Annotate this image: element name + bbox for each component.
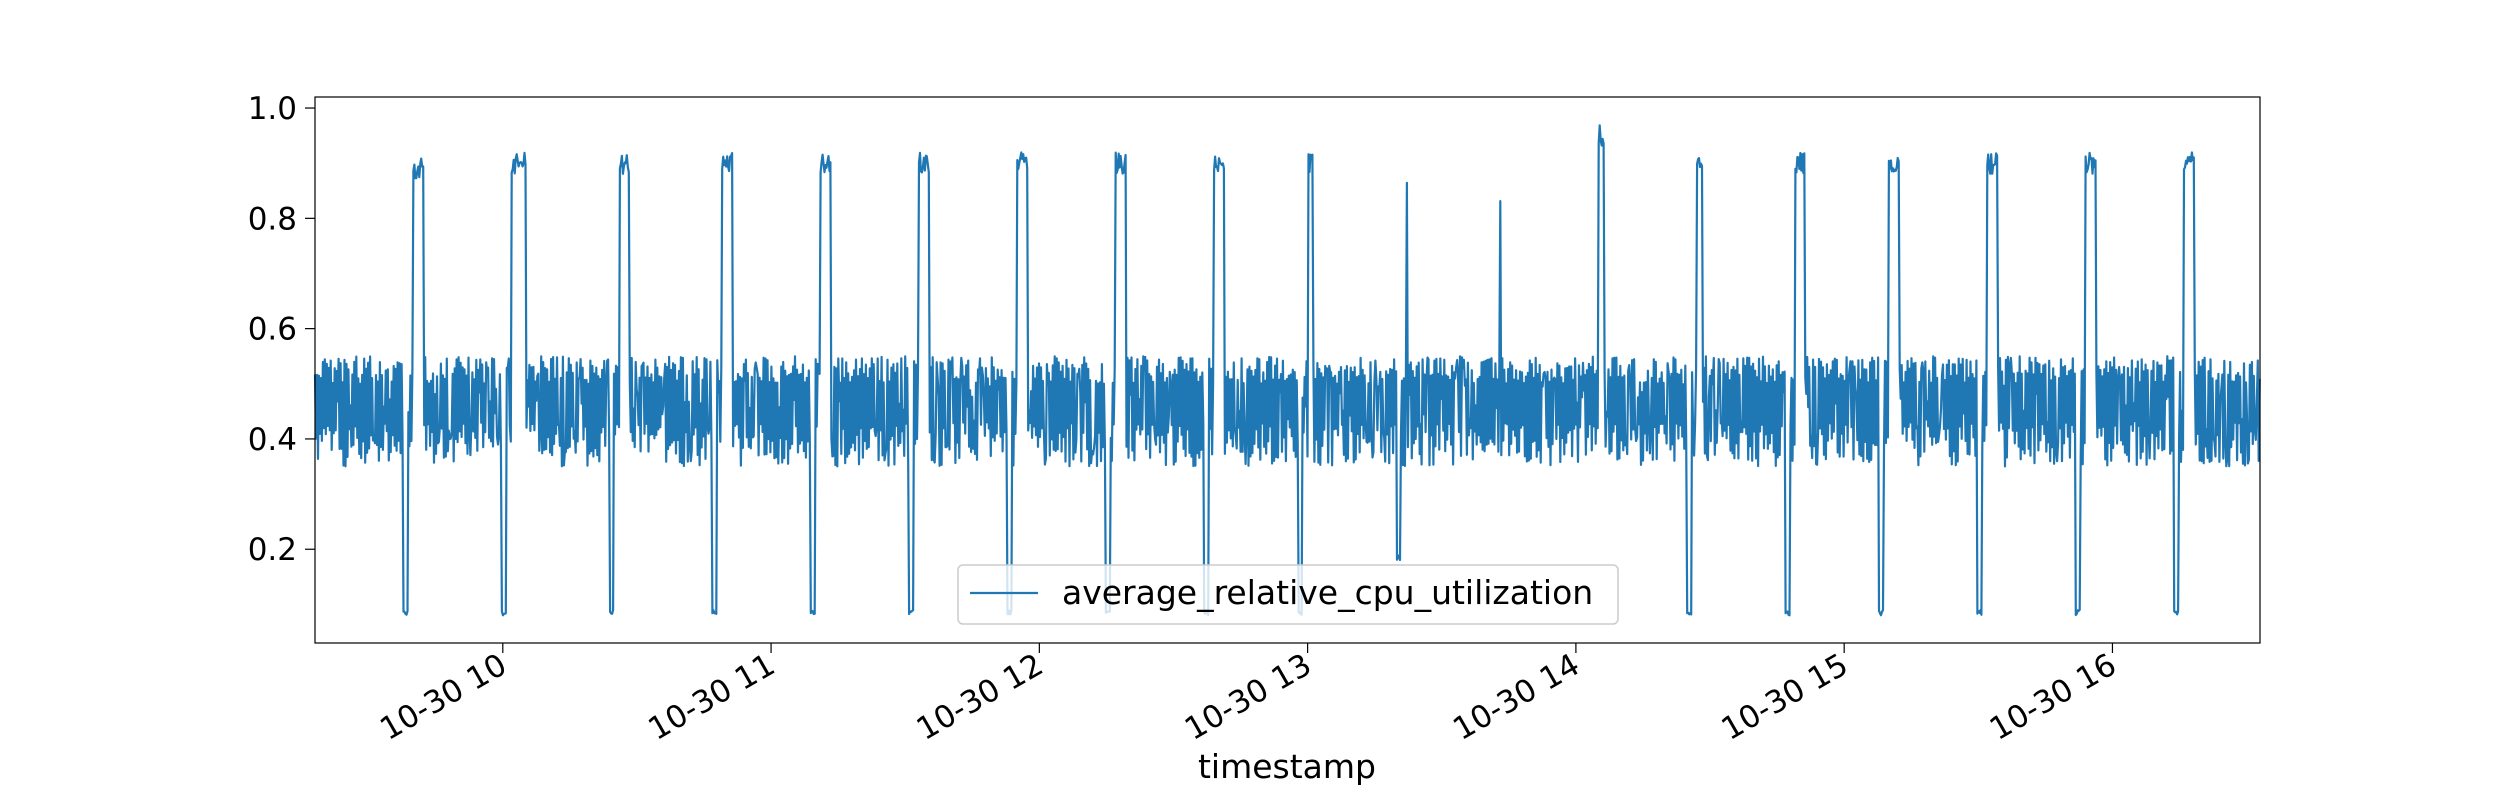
plot-area bbox=[313, 124, 2261, 617]
y-tick-label: 0.6 bbox=[248, 312, 297, 348]
y-tick-label: 0.8 bbox=[248, 201, 297, 237]
x-axis-label: timestamp bbox=[1198, 747, 1376, 786]
axes-frame bbox=[314, 96, 2261, 644]
y-tick-label: 1.0 bbox=[248, 91, 297, 127]
legend: average_relative_cpu_utilization bbox=[957, 564, 1619, 625]
y-tick-label: 0.4 bbox=[248, 422, 297, 458]
y-axis: 0.2 0.4 0.6 0.8 1.0 bbox=[248, 91, 315, 568]
y-tick-label: 0.2 bbox=[248, 532, 297, 568]
series-line-average-relative-cpu-utilization bbox=[313, 124, 2261, 617]
legend-label: average_relative_cpu_utilization bbox=[1062, 573, 1593, 612]
legend-box bbox=[957, 564, 1619, 625]
